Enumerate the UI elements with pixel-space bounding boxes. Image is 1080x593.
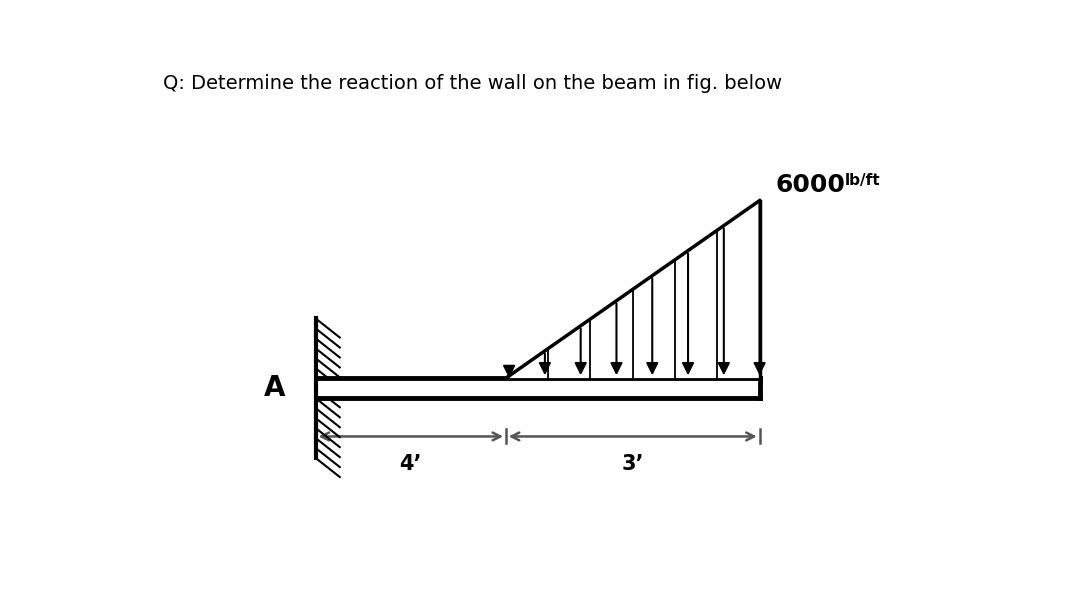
- Polygon shape: [505, 200, 759, 378]
- Text: 4’: 4’: [400, 454, 422, 474]
- Text: A: A: [264, 374, 285, 402]
- Bar: [315, 378, 759, 398]
- Text: lb/ft: lb/ft: [846, 173, 881, 188]
- Text: 3’: 3’: [621, 454, 644, 474]
- Text: Q: Determine the reaction of the wall on the beam in fig. below: Q: Determine the reaction of the wall on…: [163, 74, 783, 93]
- Text: 6000: 6000: [775, 173, 846, 197]
